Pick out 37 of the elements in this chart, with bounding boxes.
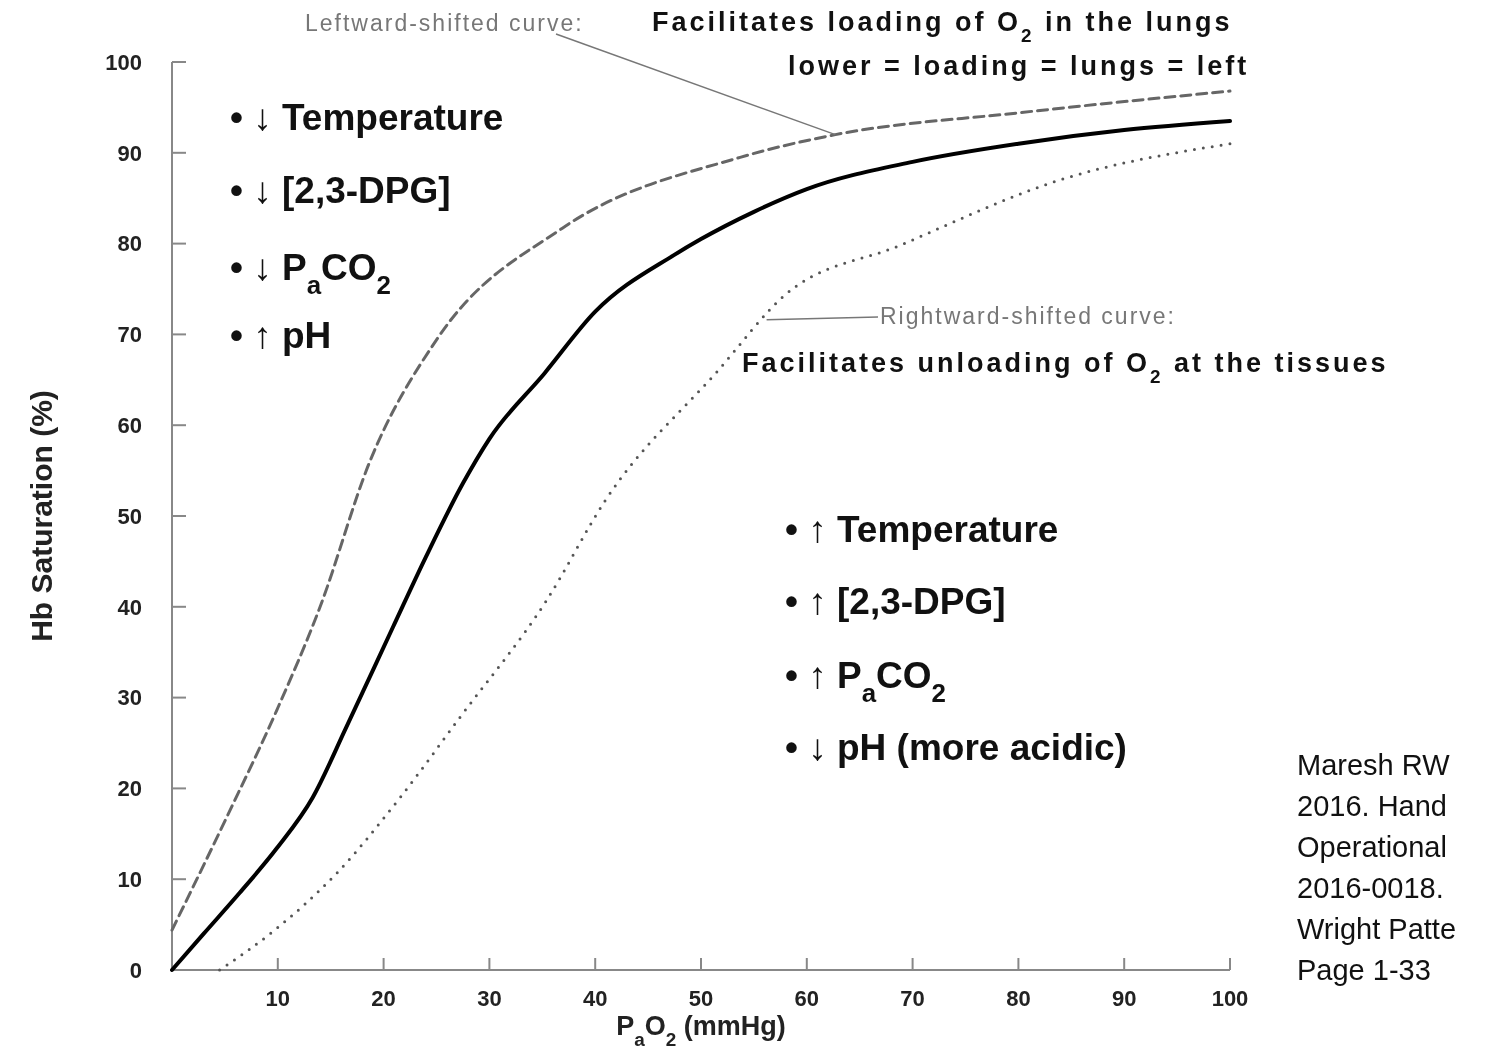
y-tick-label: 10 (117, 866, 142, 892)
annotation: Leftward-shifted curve: (305, 10, 584, 36)
y-axis-title: Hb Saturation (%) (25, 390, 58, 642)
y-tick-label: 90 (117, 140, 142, 166)
x-tick-label: 10 (265, 986, 291, 1011)
x-tick-label: 40 (582, 986, 608, 1011)
annotation: Facilitates unloading of O$_{2}$ at the tissues (742, 348, 1389, 387)
y-tick-label: 80 (117, 231, 142, 257)
annotation: • ↓ P$_{a}$CO$_{2}$ (230, 247, 392, 299)
y-tick-label: 100 (105, 49, 142, 75)
x-tick-label: 80 (1006, 986, 1031, 1011)
annotation: • ↑ P$_{a}$CO$_{2}$ (785, 655, 947, 707)
annotation: • ↓ [2,3-DPG] (230, 170, 451, 211)
annotation: • ↓ Temperature (230, 97, 504, 138)
x-tick-label: 100 (1211, 986, 1249, 1011)
x-tick-label: 20 (371, 986, 396, 1011)
x-tick-label: 60 (794, 986, 820, 1011)
annotation: • ↓ pH (more acidic) (785, 727, 1127, 768)
x-tick-label: 50 (688, 986, 714, 1011)
x-axis-title: P$_{a}$O$_{2}$ (mmHg) (616, 1011, 786, 1047)
y-tick-label: 30 (117, 685, 142, 711)
y-tick-label: 0 (129, 957, 142, 983)
x-tick-label: 90 (1111, 986, 1137, 1011)
y-tick-label: 60 (117, 412, 142, 438)
y-tick-label: 50 (117, 503, 142, 529)
annotation: • ↑ Temperature (785, 509, 1059, 550)
y-tick-label: 70 (117, 322, 142, 348)
y-tick-label: 20 (117, 776, 142, 802)
x-tick-label: 70 (900, 986, 925, 1011)
annotation: • ↑ [2,3-DPG] (785, 581, 1006, 622)
annotation: • ↑ pH (230, 315, 332, 356)
y-tick-label: 40 (117, 594, 142, 620)
text: Facilitates loading of O$_{2}$ in the lungs (652, 7, 1233, 46)
annotation: Rightward-shifted curve: (880, 303, 1176, 329)
annotation: lower = loading = lungs = left (788, 51, 1250, 81)
text: Maresh RW 2016. Hand Operational 2016-0018. Wright Patte Page 1-33 (1297, 749, 1457, 986)
x-tick-label: 30 (477, 986, 502, 1011)
